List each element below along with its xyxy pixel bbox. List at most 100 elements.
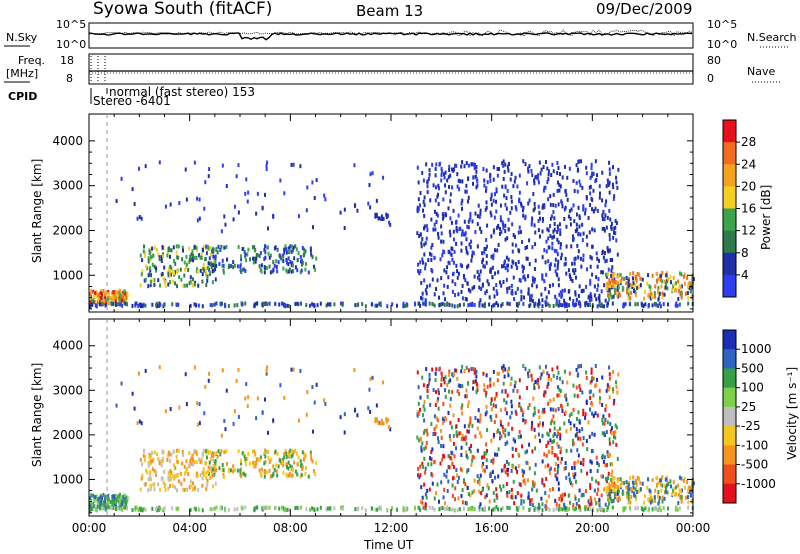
echo-cell: [517, 464, 520, 469]
echo-cell: [419, 395, 422, 400]
echo-cell: [283, 451, 286, 456]
echo-cell: [646, 485, 649, 490]
echo-cell: [95, 494, 98, 499]
echo-cell: [636, 490, 639, 495]
echo-cell: [443, 472, 446, 477]
echo-cell: [470, 462, 473, 467]
echo-cell: [528, 303, 531, 308]
echo-cell: [612, 230, 615, 235]
echo-cell: [168, 459, 171, 464]
echo-cell: [447, 454, 450, 459]
echo-cell: [598, 503, 601, 508]
echo-cell: [424, 470, 427, 475]
echo-cell: [577, 159, 580, 164]
echo-cell: [483, 468, 486, 473]
echo-cell: [612, 440, 615, 445]
echo-cell: [665, 483, 668, 488]
echo-cell: [391, 302, 394, 307]
echo-cell: [458, 187, 461, 192]
echo-cell: [606, 383, 609, 388]
echo-cell: [512, 388, 515, 393]
echo-cell: [279, 458, 282, 463]
echo-cell: [613, 495, 616, 500]
echo-cell: [492, 165, 495, 170]
echo-cell: [670, 280, 673, 285]
echo-cell: [521, 264, 524, 269]
echo-cell: [608, 237, 611, 242]
echo-cell: [686, 480, 689, 485]
echo-cell: [233, 507, 236, 512]
echo-cell: [438, 303, 441, 308]
colorbar-segment: [723, 120, 736, 143]
echo-cell: [266, 302, 269, 307]
echo-cell: [657, 297, 660, 302]
echo-cell: [517, 259, 520, 264]
echo-cell: [588, 294, 591, 299]
echo-cell: [457, 496, 460, 501]
echo-cell: [480, 229, 483, 234]
echo-cell: [687, 281, 690, 286]
echo-cell: [116, 295, 119, 300]
echo-cell: [105, 291, 108, 296]
echo-cell: [420, 485, 423, 490]
echo-cell: [200, 255, 203, 260]
echo-cell: [196, 473, 199, 478]
echo-cell: [279, 383, 282, 388]
echo-cell: [479, 416, 482, 421]
echo-cell: [503, 398, 506, 403]
echo-cell: [431, 162, 434, 167]
echo-cell: [595, 455, 598, 460]
echo-cell: [480, 491, 483, 496]
echo-cell: [629, 302, 632, 307]
echo-cell: [426, 394, 429, 399]
echo-cell: [246, 252, 249, 257]
echo-cell: [305, 261, 308, 266]
x-tick-label: 00:00: [676, 521, 711, 535]
echo-cell: [423, 252, 426, 257]
echo-cell: [147, 259, 150, 264]
echo-cell: [484, 451, 487, 456]
echo-cell: [520, 444, 523, 449]
echo-cell: [499, 422, 502, 427]
echo-cell: [271, 269, 274, 274]
echo-cell: [499, 431, 502, 436]
echo-cell: [126, 291, 129, 296]
echo-cell: [492, 303, 495, 308]
echo-cell: [195, 255, 198, 260]
echo-cell: [588, 498, 591, 503]
echo-cell: [573, 507, 576, 512]
colorbar-segment: [723, 387, 736, 408]
echo-cell: [504, 237, 507, 242]
echo-cell: [105, 505, 108, 510]
echo-cell: [565, 397, 568, 402]
echo-cell: [530, 373, 533, 378]
echo-cell: [649, 296, 652, 301]
echo-cell: [428, 301, 431, 306]
echo-cell: [486, 279, 489, 284]
echo-cell: [422, 413, 425, 418]
echo-cell: [466, 199, 469, 204]
echo-cell: [636, 285, 639, 290]
echo-cell: [648, 294, 651, 299]
echo-cell: [194, 507, 197, 512]
echo-cell: [595, 479, 598, 484]
echo-cell: [485, 458, 488, 463]
echo-cell: [432, 387, 435, 392]
echo-cell: [153, 450, 156, 455]
echo-cell: [534, 434, 537, 439]
echo-cell: [442, 239, 445, 244]
echo-cell: [646, 281, 649, 286]
echo-cell: [672, 480, 675, 485]
echo-cell: [671, 492, 674, 497]
echo-cell: [141, 508, 144, 513]
echo-cell: [537, 423, 540, 428]
echo-cell: [611, 387, 614, 392]
echo-cell: [210, 465, 213, 470]
echo-cell: [460, 437, 463, 442]
echo-cell: [424, 492, 427, 497]
echo-cell: [305, 412, 308, 417]
echo-cell: [502, 225, 505, 230]
echo-cell: [493, 294, 496, 299]
echo-cell: [545, 300, 548, 305]
echo-cell: [419, 295, 422, 300]
